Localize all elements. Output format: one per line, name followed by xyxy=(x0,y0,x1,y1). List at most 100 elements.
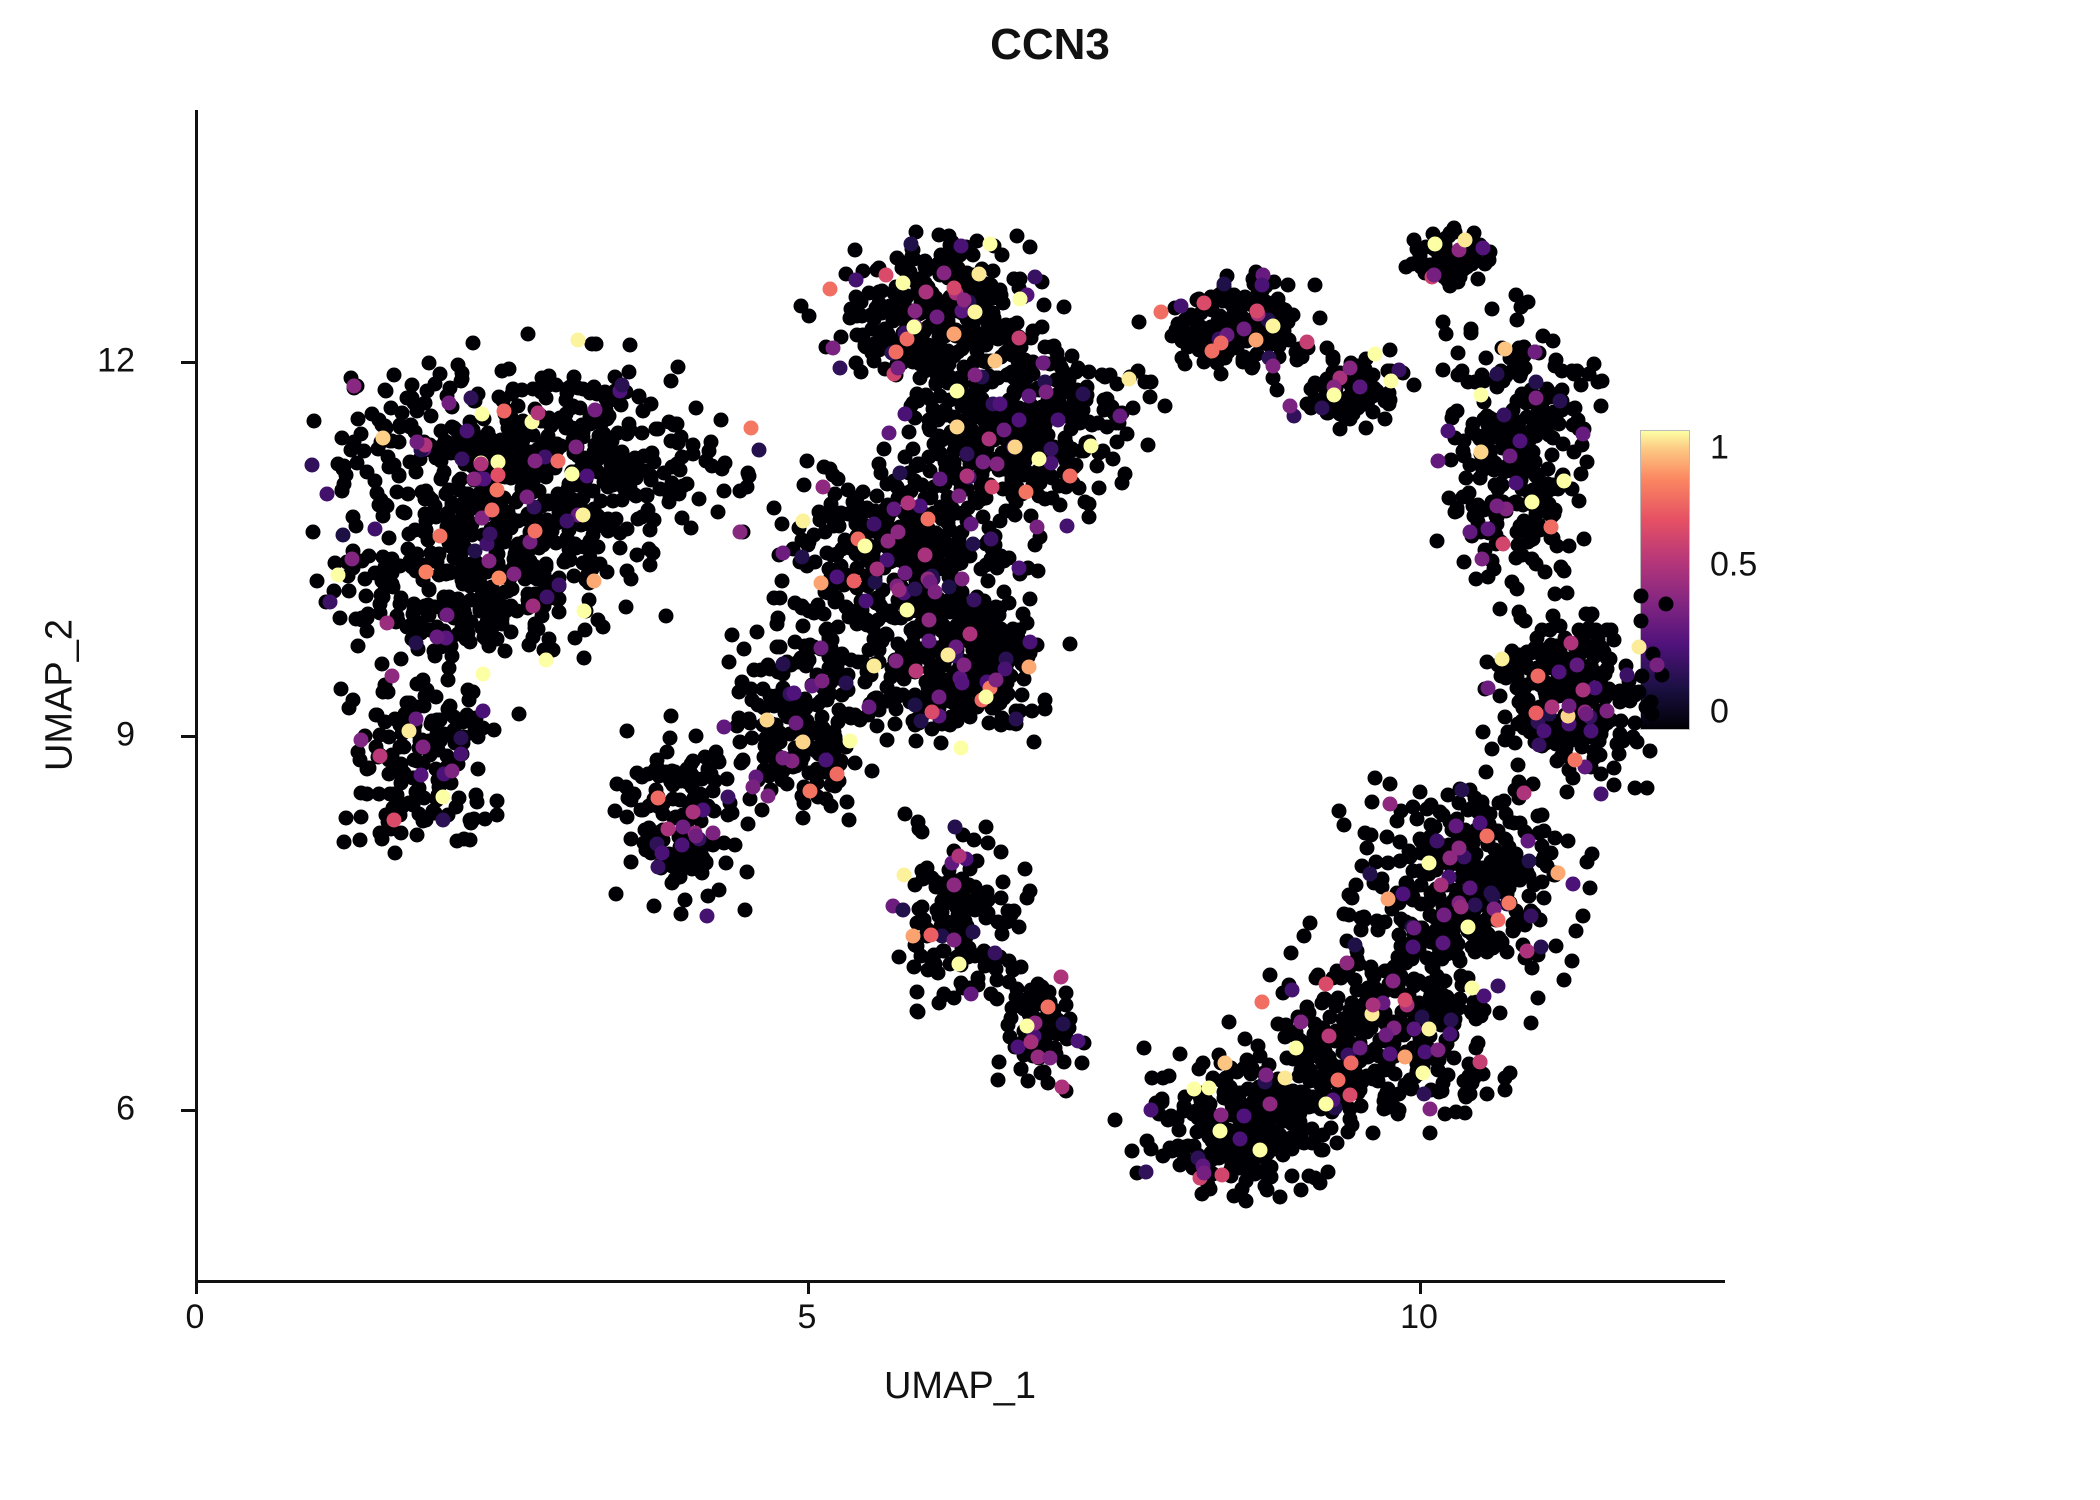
scatter-point[interactable] xyxy=(1436,936,1451,951)
scatter-point[interactable] xyxy=(665,875,680,890)
scatter-point[interactable] xyxy=(462,557,477,572)
scatter-point[interactable] xyxy=(566,569,581,584)
scatter-point[interactable] xyxy=(1551,866,1566,881)
scatter-point[interactable] xyxy=(1503,1066,1518,1081)
scatter-point[interactable] xyxy=(1353,1040,1368,1055)
scatter-point[interactable] xyxy=(919,674,934,689)
scatter-point[interactable] xyxy=(1019,371,1034,386)
scatter-point[interactable] xyxy=(1456,448,1471,463)
scatter-point[interactable] xyxy=(614,398,629,413)
scatter-point[interactable] xyxy=(823,282,838,297)
scatter-point[interactable] xyxy=(1422,991,1437,1006)
scatter-point[interactable] xyxy=(1377,393,1392,408)
scatter-point[interactable] xyxy=(608,887,623,902)
scatter-point[interactable] xyxy=(601,519,616,534)
scatter-point[interactable] xyxy=(876,441,891,456)
scatter-point[interactable] xyxy=(463,833,478,848)
scatter-point[interactable] xyxy=(1273,1137,1288,1152)
scatter-point[interactable] xyxy=(901,425,916,440)
scatter-point[interactable] xyxy=(819,791,834,806)
scatter-point[interactable] xyxy=(1525,518,1540,533)
scatter-point[interactable] xyxy=(818,752,833,767)
scatter-point[interactable] xyxy=(1478,351,1493,366)
scatter-point[interactable] xyxy=(580,469,595,484)
scatter-point[interactable] xyxy=(606,493,621,508)
scatter-point[interactable] xyxy=(813,575,828,590)
scatter-point[interactable] xyxy=(980,835,995,850)
scatter-point[interactable] xyxy=(1348,937,1363,952)
scatter-point[interactable] xyxy=(416,673,431,688)
scatter-point[interactable] xyxy=(1244,361,1259,376)
scatter-point[interactable] xyxy=(711,883,726,898)
scatter-point[interactable] xyxy=(1525,961,1540,976)
scatter-point[interactable] xyxy=(335,527,350,542)
scatter-point[interactable] xyxy=(540,589,555,604)
scatter-point[interactable] xyxy=(1359,421,1374,436)
scatter-point[interactable] xyxy=(839,795,854,810)
scatter-point[interactable] xyxy=(1531,668,1546,683)
scatter-point[interactable] xyxy=(1433,878,1448,893)
scatter-point[interactable] xyxy=(548,437,563,452)
scatter-point[interactable] xyxy=(577,650,592,665)
scatter-point[interactable] xyxy=(915,478,930,493)
scatter-point[interactable] xyxy=(1492,602,1507,617)
scatter-point[interactable] xyxy=(345,551,360,566)
scatter-point[interactable] xyxy=(1465,424,1480,439)
scatter-point[interactable] xyxy=(1531,737,1546,752)
scatter-point[interactable] xyxy=(442,698,457,713)
scatter-point[interactable] xyxy=(943,522,958,537)
scatter-point[interactable] xyxy=(795,550,810,565)
scatter-point[interactable] xyxy=(1025,324,1040,339)
scatter-point[interactable] xyxy=(1216,276,1231,291)
scatter-point[interactable] xyxy=(1050,412,1065,427)
scatter-point[interactable] xyxy=(880,534,895,549)
scatter-point[interactable] xyxy=(1534,940,1549,955)
scatter-point[interactable] xyxy=(986,264,1001,279)
scatter-point[interactable] xyxy=(458,631,473,646)
scatter-point[interactable] xyxy=(873,466,888,481)
scatter-point[interactable] xyxy=(962,626,977,641)
scatter-point[interactable] xyxy=(1326,349,1341,364)
scatter-point[interactable] xyxy=(1469,571,1484,586)
scatter-point[interactable] xyxy=(1560,784,1575,799)
scatter-point[interactable] xyxy=(484,503,499,518)
scatter-point[interactable] xyxy=(1178,356,1193,371)
scatter-point[interactable] xyxy=(1508,735,1523,750)
scatter-point[interactable] xyxy=(950,383,965,398)
scatter-point[interactable] xyxy=(1330,1073,1345,1088)
scatter-point[interactable] xyxy=(1443,851,1458,866)
scatter-point[interactable] xyxy=(1491,978,1506,993)
scatter-point[interactable] xyxy=(461,692,476,707)
scatter-point[interactable] xyxy=(1594,398,1609,413)
scatter-point[interactable] xyxy=(1249,332,1264,347)
scatter-point[interactable] xyxy=(395,799,410,814)
scatter-point[interactable] xyxy=(606,478,621,493)
scatter-point[interactable] xyxy=(1441,424,1456,439)
scatter-point[interactable] xyxy=(1022,389,1037,404)
scatter-point[interactable] xyxy=(967,304,982,319)
scatter-point[interactable] xyxy=(1489,366,1504,381)
scatter-point[interactable] xyxy=(801,308,816,323)
scatter-point[interactable] xyxy=(1538,565,1553,580)
scatter-point[interactable] xyxy=(416,739,431,754)
scatter-point[interactable] xyxy=(751,442,766,457)
scatter-point[interactable] xyxy=(1383,1046,1398,1061)
scatter-point[interactable] xyxy=(815,674,830,689)
scatter-point[interactable] xyxy=(376,430,391,445)
scatter-point[interactable] xyxy=(704,434,719,449)
scatter-point[interactable] xyxy=(1565,877,1580,892)
scatter-point[interactable] xyxy=(409,828,424,843)
scatter-point[interactable] xyxy=(473,457,488,472)
scatter-point[interactable] xyxy=(359,464,374,479)
scatter-point[interactable] xyxy=(909,663,924,678)
scatter-point[interactable] xyxy=(397,506,412,521)
scatter-point[interactable] xyxy=(1436,908,1451,923)
scatter-point[interactable] xyxy=(1255,994,1270,1009)
scatter-point[interactable] xyxy=(1007,508,1022,523)
scatter-point[interactable] xyxy=(933,446,948,461)
scatter-point[interactable] xyxy=(1302,916,1317,931)
scatter-point[interactable] xyxy=(354,733,369,748)
scatter-point[interactable] xyxy=(993,514,1008,529)
scatter-point[interactable] xyxy=(1013,292,1028,307)
scatter-point[interactable] xyxy=(770,611,785,626)
